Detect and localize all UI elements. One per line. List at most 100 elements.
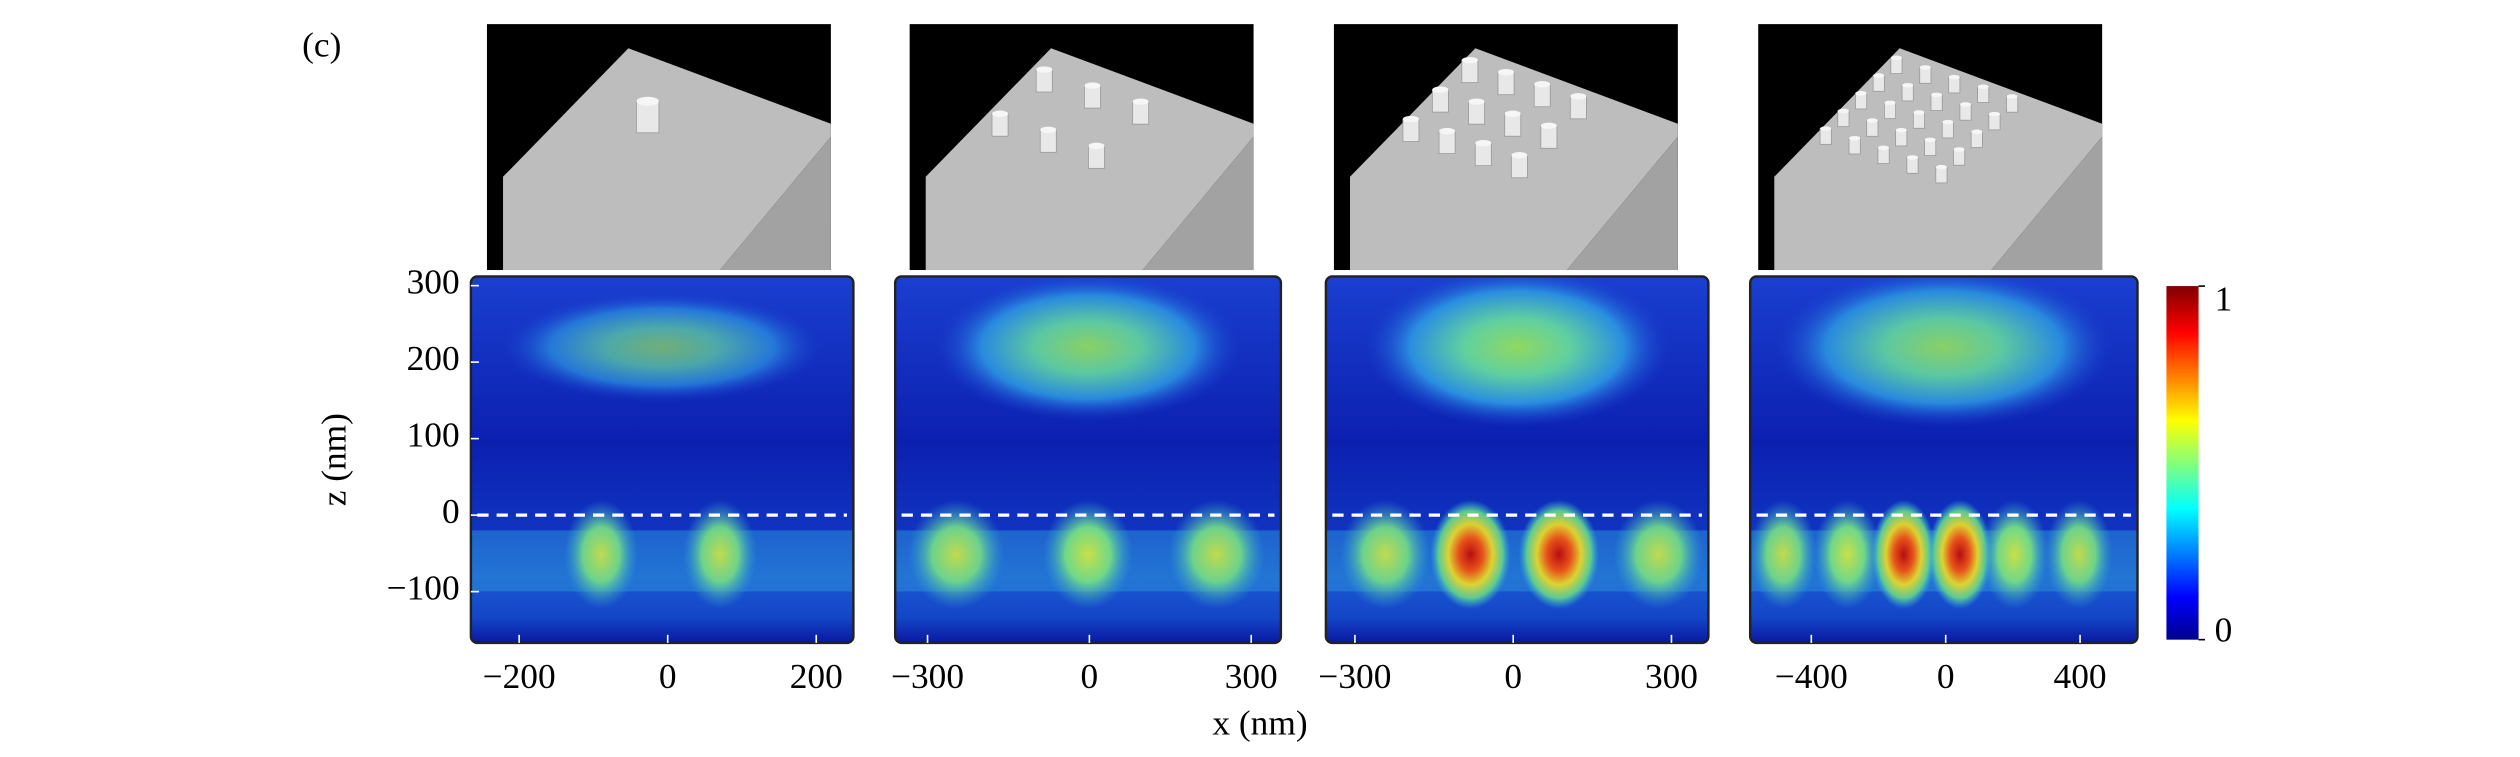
pillar-top xyxy=(1475,139,1492,147)
y-tick-label: −100 xyxy=(387,568,460,608)
pillar-top xyxy=(636,96,659,106)
pillar xyxy=(1872,75,1885,92)
pillar-top xyxy=(1919,65,1931,70)
field-hotspot xyxy=(1043,499,1134,610)
pillar-top xyxy=(1913,110,1925,115)
pillar-top xyxy=(1432,86,1449,93)
pillar-top xyxy=(1884,100,1896,106)
y-tick-label: 0 xyxy=(442,491,460,531)
pillar-top xyxy=(1132,98,1149,105)
pillar-top xyxy=(1084,82,1101,89)
x-tick-label: −300 xyxy=(1318,656,1391,696)
pillar-top xyxy=(1877,145,1890,151)
x-tick-label: −400 xyxy=(1775,656,1848,696)
field-hotspot xyxy=(1340,499,1431,610)
block-top xyxy=(503,48,831,271)
pillar-top xyxy=(1461,56,1478,64)
pillar-top xyxy=(1977,84,1989,90)
pillar xyxy=(1497,71,1515,96)
pillar xyxy=(1461,59,1479,84)
field-hotspot xyxy=(564,499,639,610)
pillar-top xyxy=(1953,147,1965,152)
pillar xyxy=(1988,113,2001,131)
pillar-top xyxy=(2006,94,2018,99)
pillar xyxy=(1977,86,1990,103)
field-hotspot xyxy=(1168,499,1265,610)
x-tick-label: 300 xyxy=(1225,656,1278,696)
heatmap-frame xyxy=(469,275,855,645)
x-tick-label: 300 xyxy=(1645,656,1698,696)
heatmap-panel: −300 0 300 xyxy=(1318,275,1710,696)
x-tick-label: 0 xyxy=(659,656,677,696)
colorbar-tick-label: 0 xyxy=(2215,609,2233,649)
pillar xyxy=(1438,130,1456,155)
pillar xyxy=(1088,145,1105,169)
heatmap-panel: −400 0 400 xyxy=(1748,275,2139,696)
colorbar xyxy=(2166,286,2199,640)
x-tick-label: −300 xyxy=(891,656,964,696)
pillar xyxy=(1877,147,1890,165)
pillar xyxy=(1935,166,1948,184)
pillar-top xyxy=(1935,164,1948,170)
pillar xyxy=(1837,110,1850,128)
pillar-top xyxy=(1890,55,1903,61)
pillar xyxy=(1895,129,1908,147)
pillar xyxy=(1919,67,1932,84)
pillar-top xyxy=(1906,155,1919,160)
pillar xyxy=(1533,83,1551,108)
block-side xyxy=(720,136,831,271)
pillar xyxy=(1953,149,1966,166)
field-hotspot xyxy=(1430,499,1511,610)
pillar-top xyxy=(1036,66,1053,73)
pillar-top xyxy=(1511,152,1528,159)
pillar-top xyxy=(1959,102,1972,107)
pillar xyxy=(1901,84,1914,102)
heatmap-panel: −300 0 300 xyxy=(891,275,1283,696)
field-hotspot xyxy=(1980,499,2049,610)
panel-label: (c) xyxy=(302,24,341,64)
pillar-top xyxy=(1497,68,1515,76)
pillar xyxy=(1941,121,1954,139)
pillar-top xyxy=(1849,135,1861,141)
pillar-top xyxy=(1930,92,1943,98)
pillar xyxy=(1084,85,1101,109)
pillar xyxy=(1510,154,1528,179)
heatmap-frame xyxy=(1324,275,1710,645)
pillar xyxy=(1970,131,1983,148)
pillar xyxy=(1569,95,1587,120)
field-hotspot xyxy=(1750,499,1817,610)
pillar xyxy=(1035,69,1053,93)
pillar-top xyxy=(1837,108,1850,114)
pillar xyxy=(636,100,660,134)
x-tick-label: 0 xyxy=(1081,656,1099,696)
pillar xyxy=(1468,101,1485,125)
field-hotspot xyxy=(683,499,757,610)
pillar-top xyxy=(1866,118,1878,123)
field-hotspot xyxy=(2045,499,2113,610)
pillar-top xyxy=(1895,127,1907,133)
pillar xyxy=(991,113,1009,137)
pillar xyxy=(1959,104,1972,121)
field-lobe xyxy=(1775,276,2113,428)
pillar xyxy=(1504,113,1522,137)
pillar xyxy=(1819,128,1832,145)
field-band xyxy=(470,530,854,592)
structure-render xyxy=(486,24,831,271)
y-tick-label: 100 xyxy=(407,415,460,455)
pillar xyxy=(1890,57,1903,75)
field-lobe xyxy=(1364,276,1670,428)
heatmap-frame xyxy=(893,275,1283,645)
structure-render xyxy=(909,24,1254,271)
pillar-top xyxy=(1820,126,1832,131)
x-tick-label: 400 xyxy=(2054,656,2107,696)
field-hotspot xyxy=(908,499,1005,610)
x-tick-label: 200 xyxy=(790,656,843,696)
pillar xyxy=(1948,76,1961,94)
colorbar-tick-label: 1 xyxy=(2215,278,2233,318)
pillar xyxy=(1924,139,1937,156)
pillar xyxy=(1431,89,1449,113)
y-tick-label: 300 xyxy=(407,262,460,302)
field-lobe xyxy=(501,292,823,402)
y-tick-label: 200 xyxy=(407,338,460,378)
